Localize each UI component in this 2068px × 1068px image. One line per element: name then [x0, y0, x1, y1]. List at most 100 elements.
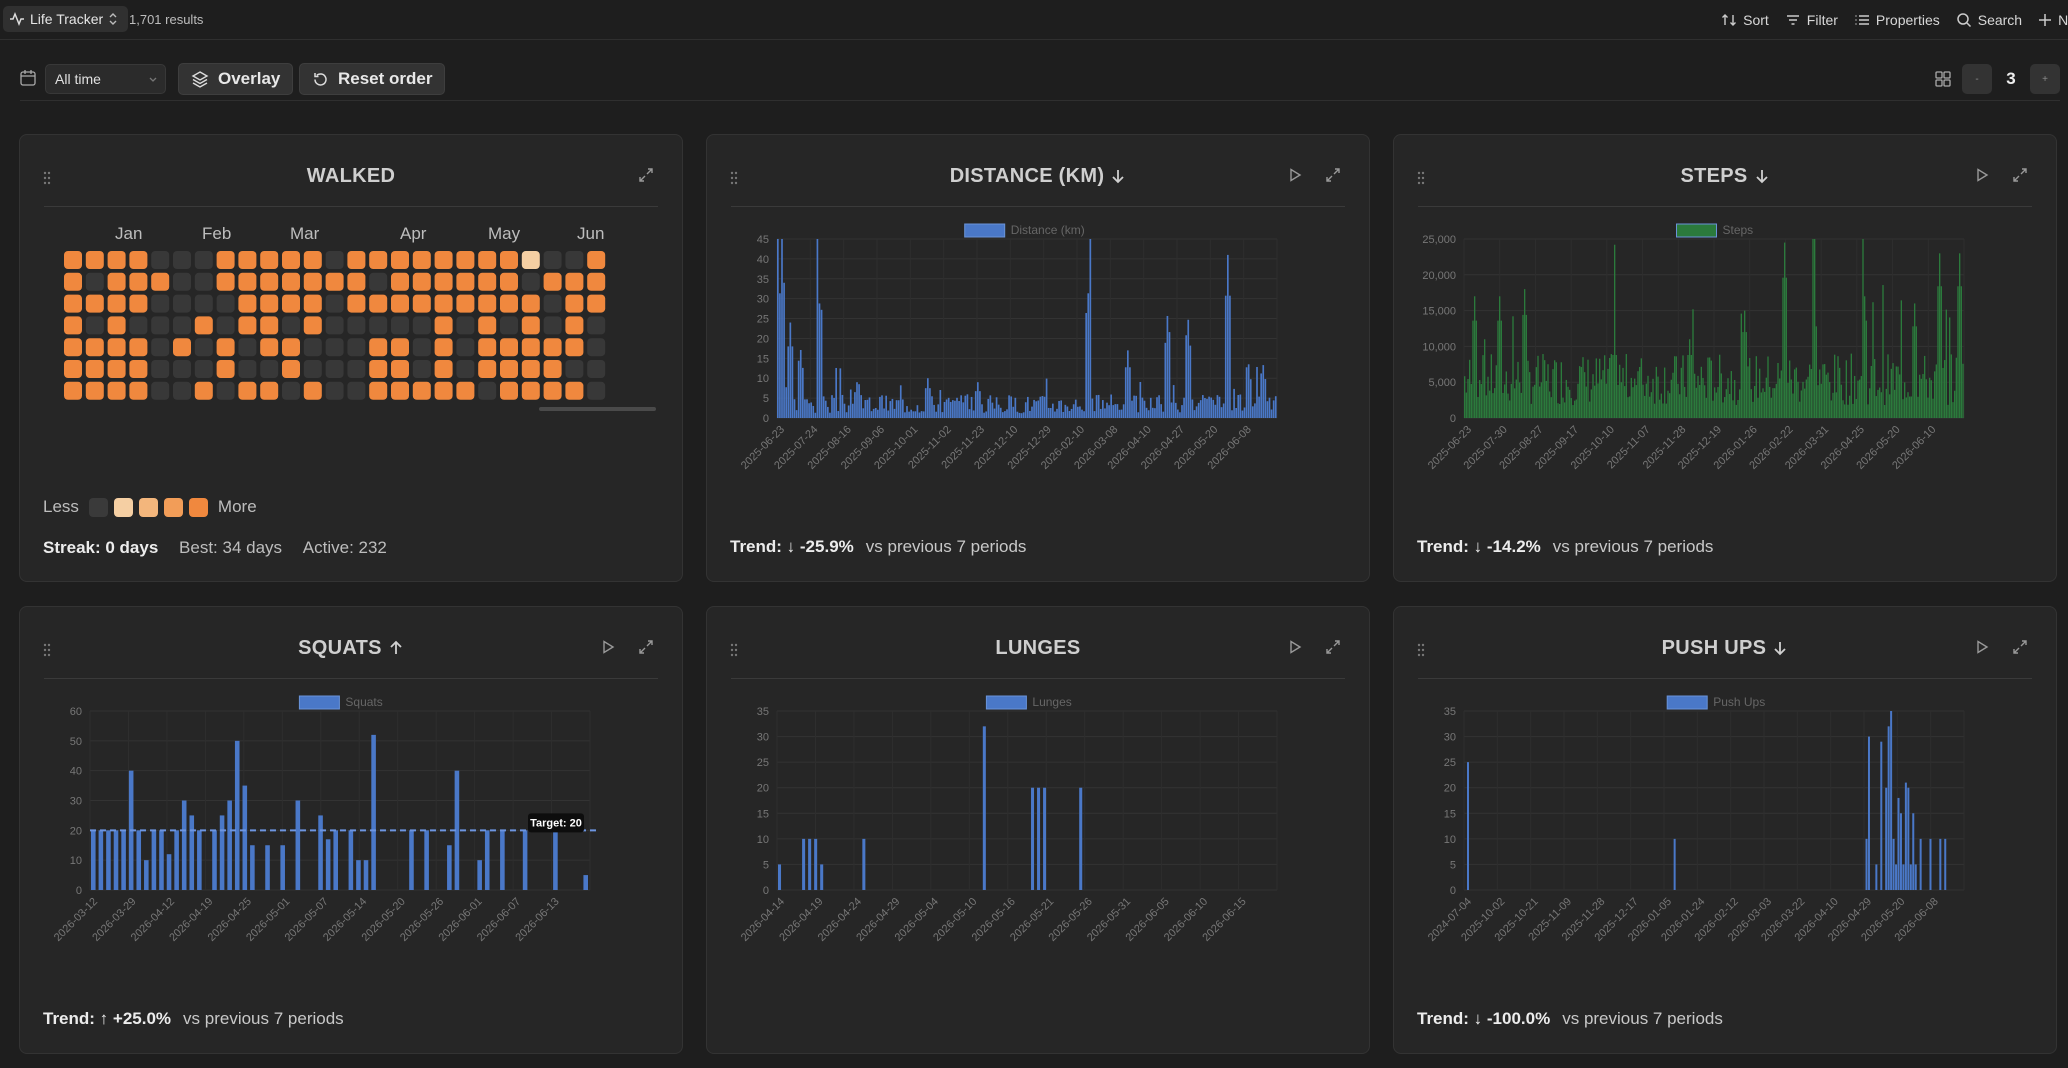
bar[interactable]	[1202, 395, 1204, 418]
bar[interactable]	[1058, 400, 1060, 418]
bar[interactable]	[166, 854, 172, 890]
bar[interactable]	[1164, 342, 1167, 418]
bar[interactable]	[1260, 373, 1262, 418]
heatmap-cell[interactable]	[194, 360, 213, 378]
bar[interactable]	[1789, 360, 1791, 418]
bar[interactable]	[325, 839, 331, 890]
bar[interactable]	[1110, 394, 1112, 418]
bar[interactable]	[1168, 332, 1171, 418]
heatmap-cell[interactable]	[107, 272, 126, 291]
bar[interactable]	[1837, 356, 1839, 418]
expand-icon[interactable]	[1325, 639, 1341, 655]
bar[interactable]	[1108, 405, 1110, 418]
bar[interactable]	[1865, 320, 1867, 418]
bar[interactable]	[970, 396, 973, 418]
bar[interactable]	[916, 405, 919, 418]
heatmap-scrollbar[interactable]	[539, 407, 656, 411]
bar[interactable]	[954, 400, 956, 418]
heatmap-cell[interactable]	[64, 381, 82, 400]
bar[interactable]	[777, 239, 779, 418]
bar[interactable]	[837, 411, 840, 418]
bar[interactable]	[1842, 400, 1844, 418]
bar[interactable]	[1502, 392, 1504, 418]
bar[interactable]	[1655, 366, 1657, 418]
bar[interactable]	[778, 864, 782, 890]
bar[interactable]	[1035, 401, 1037, 418]
bar[interactable]	[1822, 364, 1824, 418]
bar[interactable]	[1490, 354, 1492, 418]
bar[interactable]	[1264, 379, 1267, 418]
bar[interactable]	[1216, 395, 1219, 418]
heatmap-cell[interactable]	[173, 272, 191, 291]
bar[interactable]	[1572, 405, 1574, 418]
bar[interactable]	[1099, 408, 1102, 418]
bar[interactable]	[1827, 372, 1829, 418]
bar[interactable]	[1810, 368, 1812, 418]
bar[interactable]	[1564, 402, 1566, 418]
heatmap-cell[interactable]	[347, 316, 366, 335]
heatmap-cell[interactable]	[478, 272, 497, 291]
heatmap-cell[interactable]	[543, 360, 562, 378]
heatmap-cell[interactable]	[303, 316, 322, 335]
bar[interactable]	[1907, 392, 1909, 418]
bar[interactable]	[1725, 389, 1727, 418]
bar[interactable]	[1497, 320, 1499, 418]
bar[interactable]	[1729, 394, 1731, 418]
bar[interactable]	[1632, 387, 1634, 418]
heatmap-cell[interactable]	[347, 294, 366, 313]
bar[interactable]	[1172, 385, 1175, 418]
bar[interactable]	[1560, 362, 1562, 418]
bar[interactable]	[964, 395, 967, 418]
play-icon[interactable]	[1287, 167, 1303, 183]
bar[interactable]	[974, 391, 977, 418]
bar[interactable]	[1645, 383, 1647, 418]
bar[interactable]	[827, 406, 829, 418]
bar[interactable]	[1141, 397, 1144, 418]
heatmap-cell[interactable]	[129, 360, 148, 378]
grid-icon[interactable]	[1934, 70, 1952, 88]
bar[interactable]	[1602, 370, 1604, 418]
heatmap-cell[interactable]	[391, 360, 409, 378]
bar[interactable]	[1039, 396, 1042, 418]
bar[interactable]	[1937, 286, 1939, 418]
bar[interactable]	[1867, 736, 1870, 890]
bar[interactable]	[829, 412, 831, 418]
heatmap-cell[interactable]	[129, 251, 148, 269]
bar[interactable]	[1774, 388, 1776, 418]
bar[interactable]	[922, 411, 925, 418]
bar[interactable]	[912, 411, 915, 418]
bar[interactable]	[958, 401, 960, 418]
heatmap-cell[interactable]	[151, 338, 170, 357]
bar[interactable]	[1612, 354, 1614, 418]
bar[interactable]	[799, 349, 802, 418]
bar[interactable]	[962, 402, 965, 418]
bar[interactable]	[1487, 376, 1489, 418]
bar[interactable]	[1499, 296, 1501, 418]
bar[interactable]	[933, 404, 935, 418]
bar[interactable]	[1945, 309, 1947, 418]
heatmap-cell[interactable]	[107, 316, 126, 335]
bar[interactable]	[999, 407, 1002, 418]
heatmap-cell[interactable]	[347, 381, 366, 400]
bar[interactable]	[1022, 412, 1025, 418]
bar[interactable]	[1892, 363, 1894, 418]
heatmap-cell[interactable]	[565, 381, 584, 400]
heatmap-cell[interactable]	[478, 251, 497, 269]
bar[interactable]	[1470, 383, 1472, 418]
bar[interactable]	[881, 395, 883, 418]
heatmap-cell[interactable]	[587, 338, 606, 357]
heatmap-cell[interactable]	[325, 360, 344, 378]
bar[interactable]	[1574, 400, 1576, 418]
heatmap-cell[interactable]	[369, 316, 388, 335]
bar[interactable]	[1070, 408, 1073, 418]
bar[interactable]	[189, 815, 195, 890]
bar[interactable]	[1654, 403, 1656, 418]
bar[interactable]	[858, 384, 860, 418]
bar[interactable]	[862, 408, 865, 418]
bar[interactable]	[885, 395, 887, 418]
bar[interactable]	[1705, 397, 1707, 418]
bar[interactable]	[1677, 383, 1679, 418]
bar[interactable]	[121, 830, 126, 890]
heatmap-cell[interactable]	[85, 360, 104, 378]
heatmap-cell[interactable]	[194, 294, 213, 313]
